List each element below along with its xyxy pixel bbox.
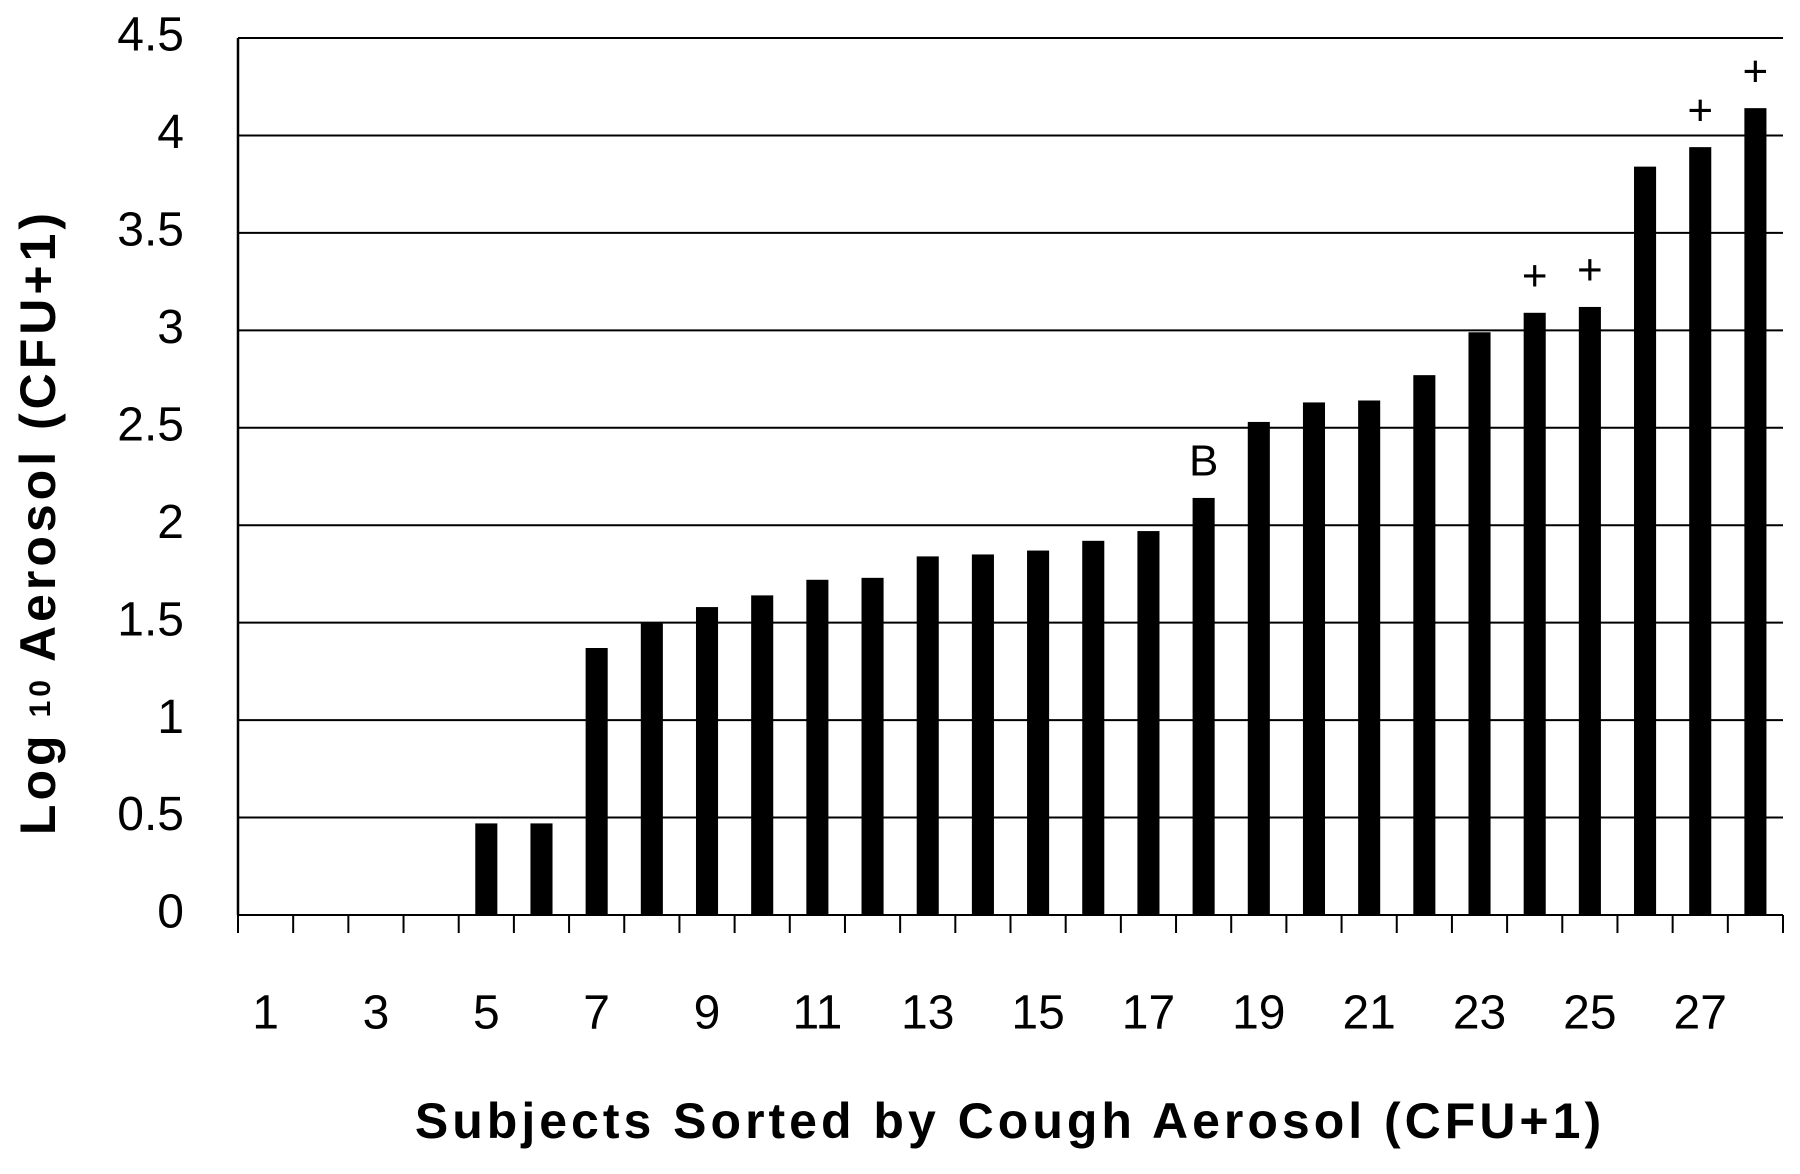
- y-tick-label: 1: [157, 691, 184, 744]
- bar: [1247, 421, 1270, 915]
- y-tick-label: 0: [157, 886, 184, 939]
- bar: [1192, 497, 1215, 915]
- bar: [1523, 312, 1546, 915]
- bar: [1744, 108, 1767, 915]
- x-tick-label: 27: [1674, 987, 1727, 1040]
- y-tick-label: 3: [157, 301, 184, 354]
- x-tick-label: 21: [1342, 987, 1395, 1040]
- y-tick-label: 2: [157, 496, 184, 549]
- bar: [1358, 400, 1381, 915]
- x-tick-label: 9: [694, 987, 721, 1040]
- y-title-subscript: 10: [24, 676, 57, 717]
- y-axis-title: Log 10 Aerosol (CFU+1): [10, 209, 66, 835]
- bar: [916, 556, 939, 915]
- y-tick-label: 4.5: [117, 9, 184, 62]
- bar: [1137, 531, 1160, 915]
- bar: [1413, 375, 1436, 915]
- x-tick-label: 23: [1453, 987, 1506, 1040]
- bar: [1634, 166, 1657, 916]
- bar: [751, 595, 774, 915]
- bar: [861, 577, 884, 915]
- y-tick-label: 3.5: [117, 204, 184, 257]
- bar: [585, 648, 608, 915]
- annotation: +: [1577, 246, 1603, 295]
- x-tick-label: 11: [792, 987, 842, 1040]
- x-tick-label: 1: [252, 987, 279, 1040]
- bar: [1468, 332, 1491, 915]
- x-tick-label: 15: [1011, 987, 1064, 1040]
- annotation: +: [1687, 86, 1713, 135]
- y-tick-label: 4: [157, 106, 184, 159]
- bar: [971, 554, 994, 915]
- x-tick-label: 3: [363, 987, 390, 1040]
- x-tick-label: 25: [1563, 987, 1616, 1040]
- bar: [806, 579, 829, 915]
- x-axis-title: Subjects Sorted by Cough Aerosol (CFU+1): [415, 1093, 1605, 1149]
- bar: [1302, 402, 1326, 915]
- annotation: +: [1743, 47, 1769, 96]
- x-tick-label: 19: [1232, 987, 1285, 1040]
- x-tick-label: 17: [1122, 987, 1175, 1040]
- x-tick-label: 5: [473, 987, 500, 1040]
- bar: [475, 823, 498, 915]
- y-title-rest: Aerosol (CFU+1): [10, 209, 66, 662]
- y-tick-label: 2.5: [117, 398, 184, 451]
- bar: [1027, 550, 1050, 915]
- x-tick-label: 13: [901, 987, 954, 1040]
- bar: [1082, 540, 1105, 915]
- y-tick-label: 0.5: [117, 788, 184, 841]
- bar: [695, 607, 719, 915]
- y-tick-label: 1.5: [117, 593, 184, 646]
- bar: [530, 823, 553, 915]
- bar: [1689, 147, 1712, 916]
- annotation: B: [1189, 437, 1218, 486]
- x-tick-label: 7: [583, 987, 610, 1040]
- bar: [640, 622, 663, 915]
- y-title-main: Log: [10, 731, 66, 835]
- annotation: +: [1522, 251, 1548, 300]
- bar: [1578, 306, 1601, 915]
